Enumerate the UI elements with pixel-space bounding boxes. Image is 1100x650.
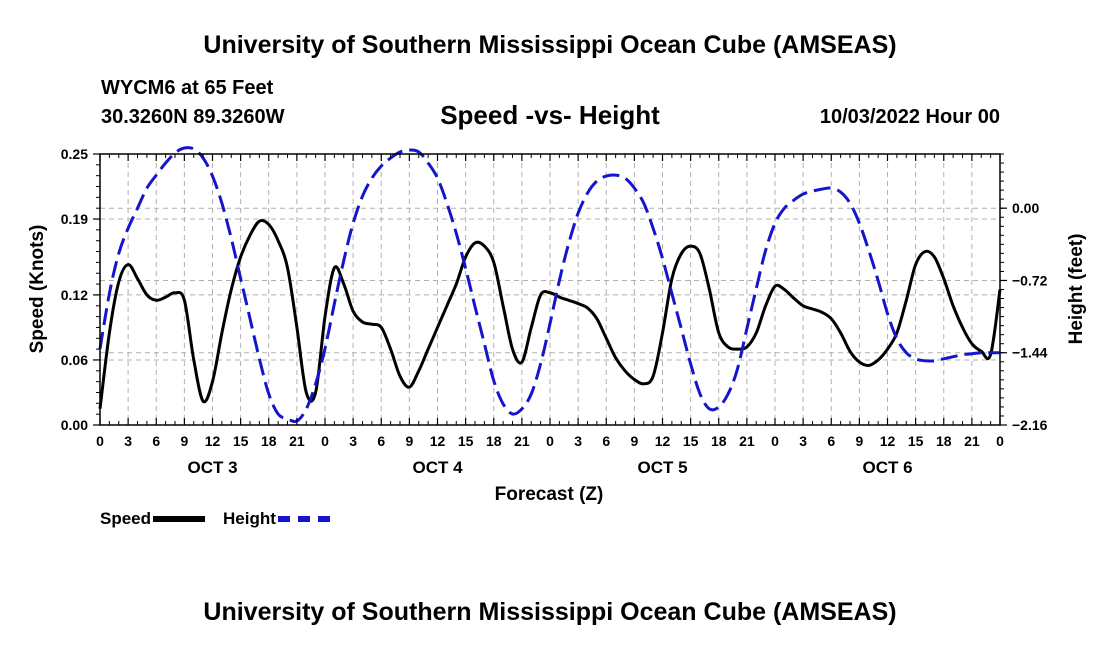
day-label: OCT 3: [187, 458, 237, 477]
station-label: WYCM6 at 65 Feet: [101, 77, 274, 99]
x-tick-label: 21: [514, 433, 530, 449]
y2-tick-label: −0.72: [1012, 272, 1048, 288]
chart-subtitle: Speed -vs- Height: [440, 100, 660, 130]
plot-frame: [99, 153, 1001, 426]
y-tick-label: 0.12: [61, 287, 88, 303]
y2-tick-label: −2.16: [1012, 417, 1048, 433]
day-label: OCT 6: [862, 458, 912, 477]
chart-series: [98, 146, 1002, 424]
x-tick-label: 12: [430, 433, 446, 449]
x-tick-label: 0: [546, 433, 554, 449]
footer-title: University of Southern Mississippi Ocean…: [203, 598, 897, 626]
x-tick-label: 9: [180, 433, 188, 449]
speed-series-line: [98, 218, 1002, 409]
x-tick-label: 3: [124, 433, 132, 449]
legend-height-label: Height: [223, 509, 276, 528]
x-tick-label: 15: [908, 433, 924, 449]
legend-speed-swatch: [153, 516, 206, 522]
page-title: University of Southern Mississippi Ocean…: [203, 31, 897, 59]
x-tick-label: 21: [964, 433, 980, 449]
height-series-line: [98, 146, 1000, 424]
x-tick-label: 3: [574, 433, 582, 449]
legend-speed-label: Speed: [100, 509, 152, 528]
x-tick-label: 0: [321, 433, 329, 449]
x-tick-label: 9: [855, 433, 863, 449]
x-tick-label: 9: [405, 433, 413, 449]
x-tick-label: 12: [880, 433, 896, 449]
y-tick-label: 0.19: [61, 211, 88, 227]
x-axis-title: Forecast (Z): [495, 484, 604, 505]
y-tick-label: 0.25: [61, 146, 88, 162]
day-label: OCT 5: [637, 458, 687, 477]
coordinates-label: 30.3260N 89.3260W: [101, 106, 285, 128]
x-tick-label: 6: [377, 433, 385, 449]
x-tick-label: 18: [936, 433, 952, 449]
x-tick-label: 6: [602, 433, 610, 449]
x-tick-label: 12: [205, 433, 221, 449]
chart-legend: Speed Height: [100, 509, 330, 529]
x-tick-label: 18: [261, 433, 277, 449]
y2-tick-label: −1.44: [1012, 345, 1048, 361]
legend-height-swatch: [277, 516, 330, 522]
forecast-datetime: 10/03/2022 Hour 00: [819, 106, 1000, 128]
x-tick-label: 0: [996, 433, 1004, 449]
chart-grid: [100, 154, 1000, 425]
x-tick-label: 18: [486, 433, 502, 449]
x-tick-label: 3: [349, 433, 357, 449]
x-tick-label: 0: [96, 433, 104, 449]
y-tick-label: 0.00: [61, 417, 88, 433]
x-tick-label: 6: [152, 433, 160, 449]
y-axis-title: Speed (Knots): [27, 225, 48, 354]
x-tick-label: 12: [655, 433, 671, 449]
x-tick-label: 0: [771, 433, 779, 449]
x-tick-label: 6: [827, 433, 835, 449]
x-tick-label: 15: [233, 433, 249, 449]
x-tick-label: 9: [630, 433, 638, 449]
x-tick-label: 21: [289, 433, 305, 449]
day-label: OCT 4: [412, 458, 463, 477]
y-tick-label: 0.06: [61, 352, 88, 368]
x-tick-label: 3: [799, 433, 807, 449]
x-tick-label: 15: [458, 433, 474, 449]
y2-axis-title: Height (feet): [1066, 234, 1087, 345]
chart-axes: 0 3 6 9 12 15 18 21 0 3 6 9 12 15 18 21 0 3 6 9 12 15 18 21 0 3 6 9…: [61, 146, 1048, 477]
y2-tick-label: 0.00: [1012, 200, 1039, 216]
x-tick-label: 15: [683, 433, 699, 449]
x-tick-label: 21: [739, 433, 755, 449]
x-tick-label: 18: [711, 433, 727, 449]
